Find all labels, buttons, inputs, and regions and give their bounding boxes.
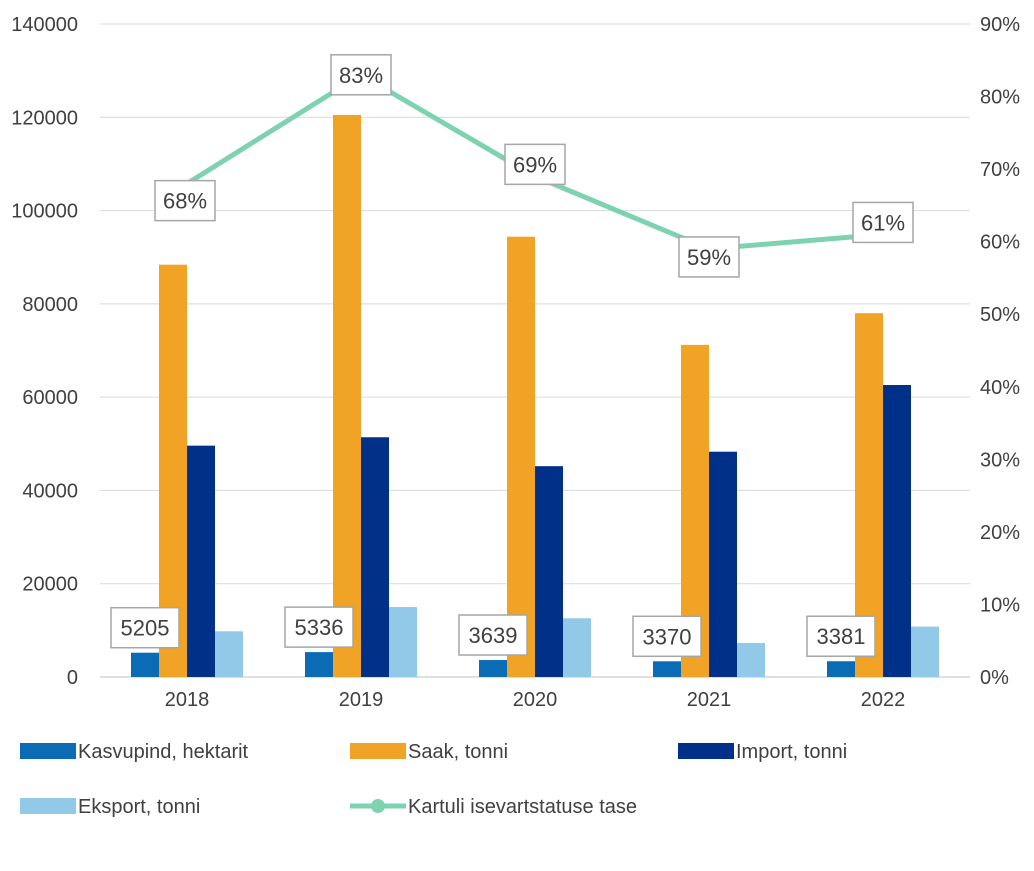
right-tick-label: 20%	[980, 522, 1020, 544]
bar	[389, 607, 417, 677]
data-label-box	[632, 615, 702, 658]
bar	[131, 652, 159, 677]
data-label-box	[458, 614, 528, 656]
bars	[131, 114, 939, 678]
data-label-box	[284, 606, 354, 648]
data-label-box	[852, 201, 914, 244]
bar	[361, 437, 389, 677]
x-tick-label: 2019	[339, 689, 384, 711]
right-tick-label: 60%	[980, 232, 1020, 254]
bar	[563, 618, 591, 677]
right-tick-label: 80%	[980, 87, 1020, 109]
left-tick-label: 140000	[11, 14, 78, 36]
data-label: 3370	[643, 624, 692, 649]
data-label-box	[330, 54, 392, 96]
bar	[333, 114, 361, 678]
left-axis-ticks: 0 20000 40000 60000 80000 100000 120000 140000	[11, 14, 78, 689]
right-tick-label: 50%	[980, 304, 1020, 326]
data-label: 68%	[163, 189, 207, 214]
legend: Kasvupind, hektarit Saak, tonni Import, to…	[20, 741, 847, 818]
left-tick-label: 120000	[11, 107, 78, 129]
legend-label: Kasvupind, hektarit	[78, 741, 249, 763]
right-tick-label: 10%	[980, 594, 1020, 616]
data-label: 3639	[469, 623, 518, 648]
left-tick-label: 80000	[22, 294, 78, 316]
bar	[187, 445, 215, 677]
legend-swatch	[350, 743, 406, 759]
legend-label: Saak, tonni	[408, 741, 508, 763]
data-label: 61%	[861, 210, 905, 235]
right-tick-label: 90%	[980, 14, 1020, 36]
right-tick-label: 40%	[980, 377, 1020, 399]
x-tick-label: 2020	[513, 689, 558, 711]
legend-label: Kartuli isevartstatuse tase	[408, 796, 637, 818]
data-label: 5336	[295, 615, 344, 640]
bar	[883, 385, 911, 677]
left-tick-label: 40000	[22, 480, 78, 502]
legend-label: Import, tonni	[736, 741, 847, 763]
legend-label: Eksport, tonni	[78, 796, 200, 818]
data-label: 3381	[817, 624, 866, 649]
data-label: 59%	[687, 245, 731, 270]
legend-swatch	[678, 743, 734, 759]
data-label-box	[504, 143, 566, 186]
right-tick-label: 0%	[980, 667, 1009, 689]
bar	[215, 631, 243, 677]
right-tick-label: 30%	[980, 449, 1020, 471]
right-axis-ticks: 0% 10% 20% 30% 40% 50% 60% 70% 80% 90%	[980, 14, 1020, 689]
x-tick-label: 2022	[861, 689, 906, 711]
left-tick-label: 0	[67, 667, 78, 689]
legend-swatch	[20, 743, 76, 759]
bar	[305, 652, 333, 677]
data-label-box	[678, 236, 740, 278]
right-tick-label: 70%	[980, 159, 1020, 181]
data-label-box	[806, 615, 876, 657]
left-tick-label: 60000	[22, 387, 78, 409]
bar	[535, 466, 563, 677]
bar	[737, 642, 765, 677]
data-label-box	[154, 179, 216, 222]
x-axis-ticks: 2018 2019 2020 2021 2022	[165, 689, 906, 711]
x-tick-label: 2018	[165, 689, 210, 711]
x-tick-label: 2021	[687, 689, 732, 711]
data-label: 5205	[121, 616, 170, 641]
bar	[911, 626, 939, 677]
left-tick-label: 20000	[22, 574, 78, 596]
left-tick-label: 100000	[11, 201, 78, 223]
legend-marker	[371, 799, 385, 813]
legend-swatch	[20, 798, 76, 814]
bar	[507, 236, 535, 678]
bar	[709, 451, 737, 677]
bar	[827, 661, 855, 677]
data-label: 83%	[339, 63, 383, 88]
bar	[479, 660, 507, 677]
bar	[653, 661, 681, 677]
data-label: 69%	[513, 152, 557, 177]
data-labels: 68% 83% 69% 59% 61% 5205 5336 3639 3370 3381	[110, 54, 914, 658]
data-label-box	[110, 606, 180, 649]
